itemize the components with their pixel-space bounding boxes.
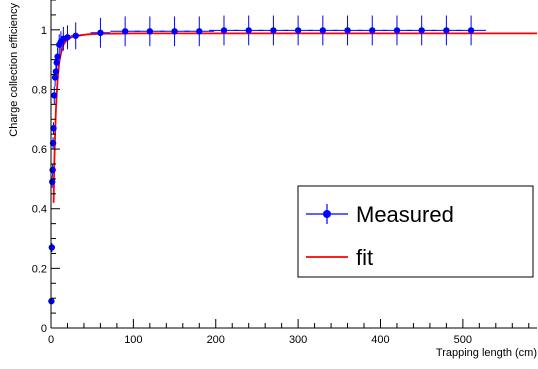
point-marker [270, 27, 277, 34]
data-point [308, 15, 338, 46]
x-axis-title: Trapping length (cm) [436, 347, 537, 359]
y-tick-label: 0.6 [32, 144, 47, 156]
y-ticks: 0 0.2 0.4 0.6 0.8 1 [32, 0, 60, 335]
axes [50, 0, 537, 329]
point-marker [196, 28, 203, 35]
point-marker [51, 74, 59, 81]
x-tick-label: 200 [207, 334, 225, 346]
point-marker [49, 178, 56, 186]
measured-series [48, 15, 486, 305]
y-tick-label: 0.4 [32, 204, 47, 216]
point-marker [50, 125, 57, 132]
point-marker [467, 27, 475, 34]
x-tick-label: 0 [48, 334, 54, 346]
data-point [159, 16, 190, 47]
fit-series [52, 32, 537, 203]
point-marker [72, 32, 79, 39]
legend-box [297, 185, 534, 278]
data-point [48, 243, 56, 252]
x-tick-label: 100 [124, 334, 142, 346]
point-marker [245, 27, 252, 34]
point-marker [52, 68, 60, 75]
legend: Measured fit [297, 185, 534, 278]
point-marker [443, 27, 450, 34]
legend-entry-measured: Measured [306, 202, 454, 227]
point-marker [51, 92, 58, 99]
point-marker [64, 34, 71, 41]
y-tick-label: 0.8 [32, 84, 47, 96]
data-point [50, 122, 57, 135]
point-marker [344, 27, 351, 34]
legend-measured-marker [323, 210, 331, 218]
y-tick-label: 1 [41, 25, 47, 37]
legend-fit-label: fit [356, 245, 373, 270]
legend-measured-label: Measured [356, 202, 454, 227]
point-marker [121, 28, 129, 35]
data-point [184, 16, 215, 47]
point-marker [171, 28, 178, 35]
data-point [456, 15, 486, 46]
point-marker [319, 27, 327, 34]
point-marker [393, 27, 401, 34]
data-point [90, 17, 111, 48]
point-marker [53, 59, 60, 66]
data-point [357, 15, 388, 46]
y-tick-label: 0.2 [32, 263, 47, 275]
y-axis-title: Charge collection efficiency [8, 3, 20, 137]
data-point [258, 15, 289, 46]
x-tick-label: 300 [289, 334, 307, 346]
data-point [64, 25, 71, 50]
point-marker [369, 27, 376, 34]
point-marker [418, 27, 425, 34]
point-marker [220, 27, 228, 34]
point-marker [294, 27, 302, 34]
data-point [70, 22, 81, 50]
x-tick-label: 500 [454, 334, 472, 346]
data-point [233, 15, 264, 46]
x-ticks: 0 100 200 300 400 500 [48, 319, 530, 346]
fit-line [52, 32, 537, 203]
x-tick-label: 400 [371, 334, 389, 346]
point-marker [97, 29, 104, 36]
data-point [332, 15, 363, 46]
point-marker [146, 28, 154, 35]
point-marker [49, 166, 56, 174]
point-marker [48, 244, 56, 251]
point-marker [54, 53, 61, 60]
data-point [382, 15, 412, 46]
legend-entry-fit: fit [306, 245, 373, 270]
y-tick-label: 0 [41, 323, 47, 335]
